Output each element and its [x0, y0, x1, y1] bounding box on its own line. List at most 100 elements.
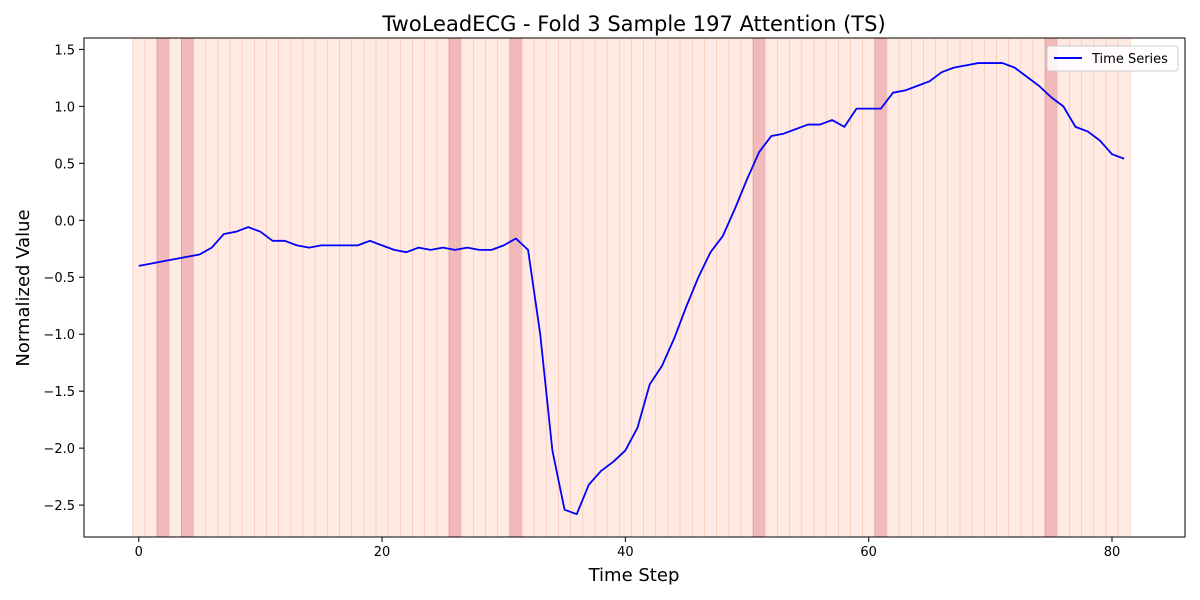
attention-band-high	[509, 37, 523, 538]
attention-band	[679, 37, 693, 538]
y-tick-label: −2.0	[43, 442, 75, 457]
y-tick-label: −2.5	[43, 499, 75, 514]
x-ticks: 0 20 40 60 80	[135, 537, 1121, 560]
legend-box	[1046, 45, 1179, 72]
y-tick-label: −1.0	[43, 328, 75, 343]
attention-band	[302, 37, 316, 538]
attention-band	[497, 37, 511, 538]
attention-band	[728, 37, 742, 538]
attention-band	[570, 37, 584, 538]
attention-band	[436, 37, 450, 538]
attention-band	[521, 37, 535, 538]
attention-band	[655, 37, 669, 538]
attention-band	[740, 37, 754, 538]
attention-band	[850, 37, 863, 538]
y-tick-label: 0.0	[54, 214, 75, 229]
attention-bands	[132, 37, 1131, 538]
attention-band	[983, 37, 997, 538]
x-tick-label: 40	[617, 545, 634, 560]
attention-band	[837, 37, 851, 538]
attention-band	[886, 37, 900, 538]
attention-band	[935, 37, 949, 538]
attention-band	[1105, 37, 1119, 538]
attention-band	[375, 37, 389, 538]
plot-frame	[83, 37, 1186, 538]
attention-band	[545, 37, 559, 538]
legend-entry: Time Series	[1091, 52, 1168, 67]
attention-band	[339, 37, 352, 538]
attention-band	[1020, 37, 1034, 538]
y-tick-label: −0.5	[43, 271, 75, 286]
attention-band	[144, 37, 158, 538]
attention-band	[898, 37, 912, 538]
x-tick-label: 0	[135, 545, 143, 560]
x-tick-label: 20	[374, 545, 391, 560]
attention-band	[618, 37, 632, 538]
attention-band	[1117, 37, 1131, 538]
attention-band	[558, 37, 571, 538]
attention-band	[594, 37, 608, 538]
attention-band-high	[1044, 37, 1058, 538]
attention-band	[533, 37, 547, 538]
attention-band	[947, 37, 961, 538]
attention-band	[777, 37, 790, 538]
attention-band	[959, 37, 973, 538]
y-tick-label: 1.5	[54, 43, 75, 58]
attention-band-high	[181, 37, 194, 538]
attention-band-high	[448, 37, 462, 538]
attention-band	[643, 37, 657, 538]
attention-band	[1093, 37, 1107, 538]
attention-band	[1069, 37, 1082, 538]
attention-band	[825, 37, 839, 538]
attention-band	[412, 37, 425, 538]
attention-band	[582, 37, 596, 538]
attention-band	[217, 37, 231, 538]
attention-band	[667, 37, 681, 538]
attention-band	[996, 37, 1009, 538]
attention-band	[813, 37, 827, 538]
attention-band	[314, 37, 328, 538]
attention-band	[716, 37, 730, 538]
attention-band	[168, 37, 182, 538]
attention-band	[351, 37, 365, 538]
attention-band	[132, 37, 146, 538]
attention-band	[363, 37, 377, 538]
attention-band	[862, 37, 876, 538]
series-line-time-series	[138, 62, 1125, 516]
attention-band	[278, 37, 292, 538]
x-tick-label: 80	[1104, 545, 1121, 560]
attention-band	[631, 37, 644, 538]
attention-band	[971, 37, 985, 538]
attention-band	[460, 37, 474, 538]
attention-band	[1081, 37, 1095, 538]
attention-band	[266, 37, 279, 538]
attention-band	[290, 37, 304, 538]
attention-band	[241, 37, 255, 538]
series-lines	[138, 62, 1125, 516]
y-tick-label: 0.5	[54, 157, 75, 172]
attention-band	[473, 37, 486, 538]
attention-band	[1032, 37, 1046, 538]
attention-band	[424, 37, 438, 538]
attention-band-high	[156, 37, 170, 538]
y-axis-label: Normalized Value	[13, 209, 34, 366]
attention-band	[1008, 37, 1022, 538]
attention-band	[254, 37, 267, 538]
attention-band	[193, 37, 206, 538]
attention-band	[704, 37, 717, 538]
attention-band	[485, 37, 498, 538]
attention-band	[923, 37, 936, 538]
attention-band-high	[752, 37, 766, 538]
attention-band	[789, 37, 803, 538]
attention-band	[400, 37, 413, 538]
x-tick-label: 60	[860, 545, 877, 560]
legend: Time Series	[1046, 45, 1179, 72]
attention-band	[910, 37, 924, 538]
attention-band	[327, 37, 340, 538]
chart-title: TwoLeadECG - Fold 3 Sample 197 Attention…	[381, 12, 885, 36]
attention-band	[764, 37, 778, 538]
attention-band-high	[874, 37, 888, 538]
attention-band	[205, 37, 219, 538]
y-tick-label: 1.0	[54, 100, 75, 115]
